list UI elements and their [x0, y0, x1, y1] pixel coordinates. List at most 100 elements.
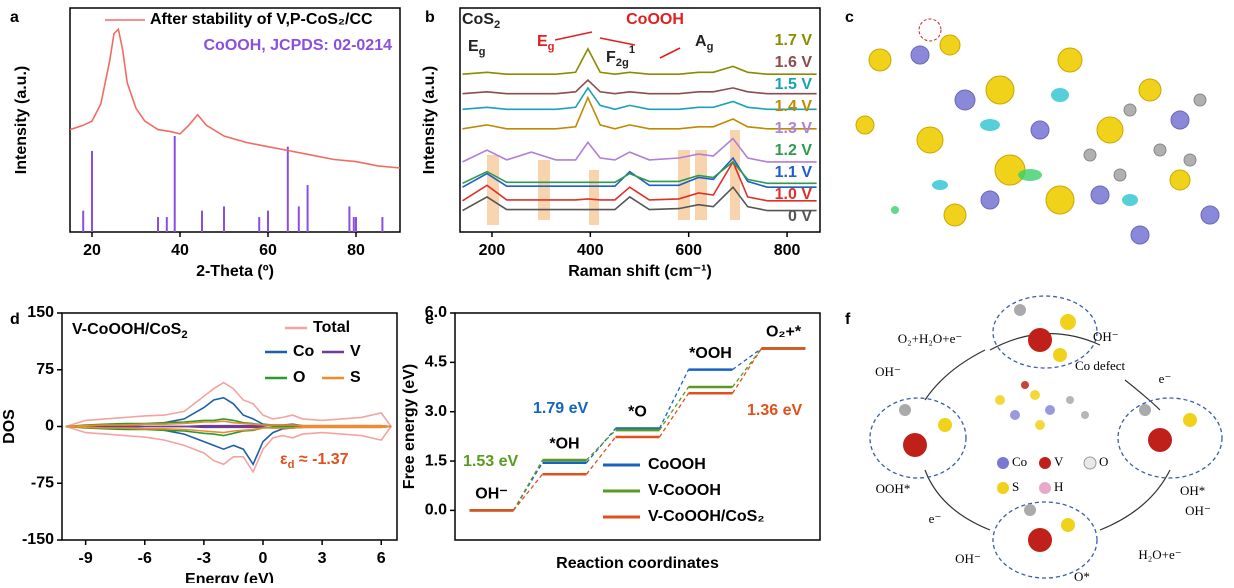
y-axis-title: Free energy (eV)	[401, 364, 418, 489]
energy-annotation: 1.36 eV	[747, 402, 802, 419]
y-tick-label: 0.0	[425, 502, 447, 519]
plot-frame	[459, 7, 821, 233]
step-label: *O	[628, 404, 647, 421]
energy-connector	[732, 348, 762, 371]
x-tick-label: 40	[171, 242, 189, 259]
series-line	[462, 47, 817, 76]
energy-connector	[731, 348, 763, 394]
x-tick-label: 600	[675, 242, 702, 259]
panel-label: d	[10, 311, 20, 328]
diagram-label: Co defect	[1075, 358, 1126, 373]
x-tick-label: -6	[138, 550, 152, 567]
diagram-legend-label: H	[1054, 479, 1063, 494]
diagram-label: OOH*	[876, 481, 911, 496]
series-line	[462, 160, 817, 202]
diagram-legend-label: V	[1054, 454, 1064, 469]
structure-c	[855, 18, 1220, 245]
x-tick-label: 60	[259, 242, 277, 259]
y-tick-label: -150	[22, 531, 54, 548]
raman-annotation-base: A	[695, 33, 707, 50]
series-label: 1.3 V	[775, 120, 813, 137]
panel-label: c	[845, 9, 854, 26]
diagram-legend-label: S	[1012, 479, 1019, 494]
energy-connector	[658, 369, 690, 429]
series-line	[69, 27, 401, 169]
step-label: *OOH	[689, 345, 732, 362]
energy-connector	[512, 473, 544, 511]
energy-connector	[585, 436, 617, 475]
x-axis-title: Raman shift (cm⁻¹)	[568, 263, 712, 280]
series-line	[65, 420, 392, 428]
y-axis-title: DOS	[1, 409, 18, 444]
atoms-f	[899, 304, 1197, 552]
y-tick-label: 4.5	[425, 354, 447, 371]
panel-label: a	[10, 9, 19, 26]
raman-annotation-sub: g	[707, 41, 714, 53]
diagram-label: OH⁻	[1185, 503, 1211, 518]
series-label: 1.6 V	[775, 54, 813, 71]
x-tick-label: 800	[774, 242, 801, 259]
x-tick-label: 400	[577, 242, 604, 259]
series-label: 0 V	[788, 208, 812, 225]
diagram-label: e⁻	[1159, 371, 1172, 386]
legend-label: Co	[293, 343, 315, 360]
series-line	[462, 78, 817, 95]
raman-annotation: Eg	[468, 38, 486, 58]
legend-label: After stability of V,P-CoS₂/CC	[150, 11, 373, 28]
x-tick-label: 80	[347, 242, 365, 259]
reference-label: CoOOH, JCPDS: 02-0214	[203, 37, 392, 54]
cycle-f	[924, 333, 1171, 531]
diagram-label: e⁻	[929, 511, 942, 526]
step-label: O₂+*	[766, 324, 802, 341]
dos-annotation: εd ≈ -1.37	[280, 451, 349, 471]
diagram-label: OH⁻	[1093, 329, 1119, 344]
step-label: OH⁻	[475, 486, 507, 503]
x-tick-label: 200	[479, 242, 506, 259]
y-tick-label: -75	[31, 474, 54, 491]
sites-f	[869, 295, 1223, 579]
plot-frame	[69, 7, 401, 233]
legend-label: CoOOH	[648, 456, 706, 473]
series-line	[462, 160, 817, 185]
series-line	[65, 425, 392, 434]
y-axis-title: Intensity (a.u.)	[421, 66, 438, 174]
diagram-label: OH⁻	[955, 551, 981, 566]
energy-connector	[658, 392, 690, 438]
legend-label: O	[293, 369, 305, 386]
raman-annotation-base: E	[468, 38, 479, 55]
series-line	[65, 425, 392, 474]
diagram-label: O₂+H₂O+e⁻	[898, 331, 963, 346]
plot-frame	[454, 312, 821, 541]
y-tick-label: 6.0	[425, 304, 447, 321]
step-label: *OH	[549, 435, 579, 452]
x-tick-label: -9	[79, 550, 93, 567]
raman-annotation: CoS2	[462, 11, 500, 31]
diagram-legend-label: O	[1099, 454, 1108, 469]
series-line	[462, 95, 817, 130]
series-line	[65, 381, 392, 428]
raman-annotation-base: E	[537, 33, 548, 50]
y-tick-label: 1.5	[425, 452, 447, 469]
series-line	[462, 137, 817, 163]
legend-label: S	[350, 369, 361, 386]
raman-annotation-sub: 2g	[616, 57, 629, 69]
energy-connector	[586, 428, 616, 464]
series-label: 1.0 V	[775, 186, 813, 203]
y-tick-label: 0	[45, 418, 54, 435]
y-axis-title: Intensity (a.u.)	[13, 66, 30, 174]
raman-annotation: Eg	[537, 33, 555, 53]
legend-label: V-CoOOH	[648, 482, 721, 499]
diagram-label: H₂O+e⁻	[1138, 547, 1181, 562]
x-tick-label: -3	[197, 550, 211, 567]
raman-annotation-sub: g	[479, 46, 486, 58]
diagram-label: O*	[1074, 569, 1090, 583]
x-axis-title: 2-Theta (º)	[196, 263, 274, 280]
dos-annotation-sub: 2	[181, 329, 187, 341]
raman-annotation-base: CoS	[462, 11, 494, 28]
series-label: 1.1 V	[775, 164, 813, 181]
panel-label: b	[425, 9, 435, 26]
series-label: 1.7 V	[775, 32, 813, 49]
raman-annotation: F2g1	[606, 44, 635, 69]
legend-label: V-CoOOH/CoS₂	[648, 508, 764, 525]
